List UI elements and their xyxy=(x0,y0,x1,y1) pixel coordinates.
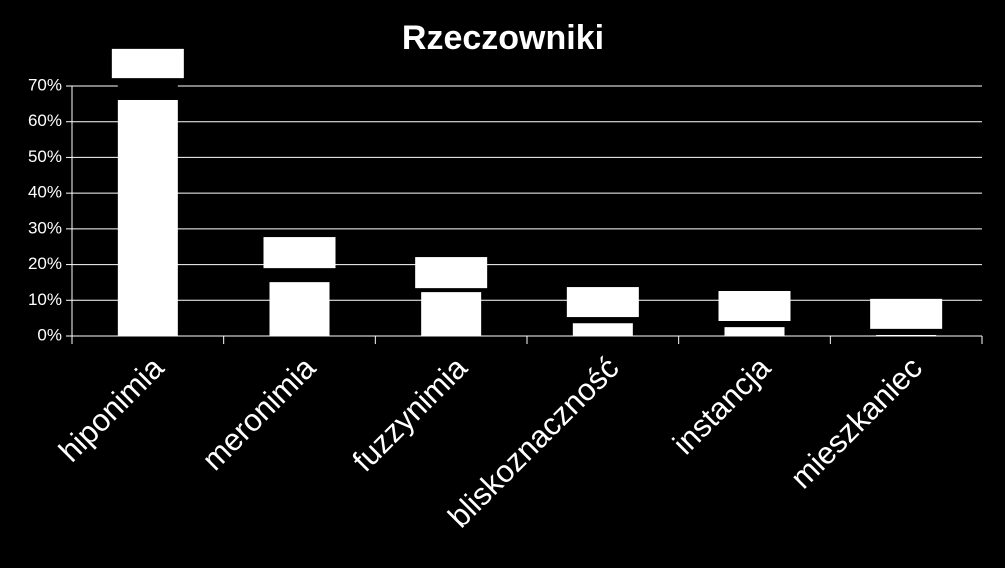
y-tick-label: 60% xyxy=(28,111,62,130)
bar-segment xyxy=(724,327,785,336)
x-tick-label: mieszkaniec xyxy=(784,350,929,495)
y-tick-label: 0% xyxy=(37,325,62,344)
bar-segment xyxy=(876,334,937,336)
bar-segment xyxy=(724,321,785,328)
bar-segment xyxy=(269,268,330,283)
bar-segment xyxy=(415,257,488,289)
bar-segment xyxy=(421,292,482,336)
x-tick-label: meronimia xyxy=(195,349,323,477)
bar-segment xyxy=(117,99,178,336)
chart-title: Rzeczowniki xyxy=(402,19,604,57)
bar-segment xyxy=(572,323,633,336)
y-tick-label: 70% xyxy=(28,75,62,94)
bar-segment xyxy=(421,288,482,293)
y-tick-label: 50% xyxy=(28,147,62,166)
bar-segment xyxy=(111,48,184,79)
bar-segment xyxy=(718,291,791,321)
bar-segment xyxy=(876,328,937,335)
y-tick-label: 20% xyxy=(28,254,62,273)
bar-segment xyxy=(566,287,639,318)
bar-segment xyxy=(870,298,943,329)
x-tick-label: instancja xyxy=(666,349,778,461)
x-tick-label: fuzzynimia xyxy=(346,349,475,478)
y-tick-label: 30% xyxy=(28,218,62,237)
bar-segment xyxy=(263,237,336,269)
y-tick-label: 10% xyxy=(28,290,62,309)
bar-segment xyxy=(117,78,178,100)
bar-segment xyxy=(572,317,633,324)
y-tick-label: 40% xyxy=(28,183,62,202)
x-tick-label: hiponimia xyxy=(52,349,171,468)
bar-segment xyxy=(269,282,330,336)
